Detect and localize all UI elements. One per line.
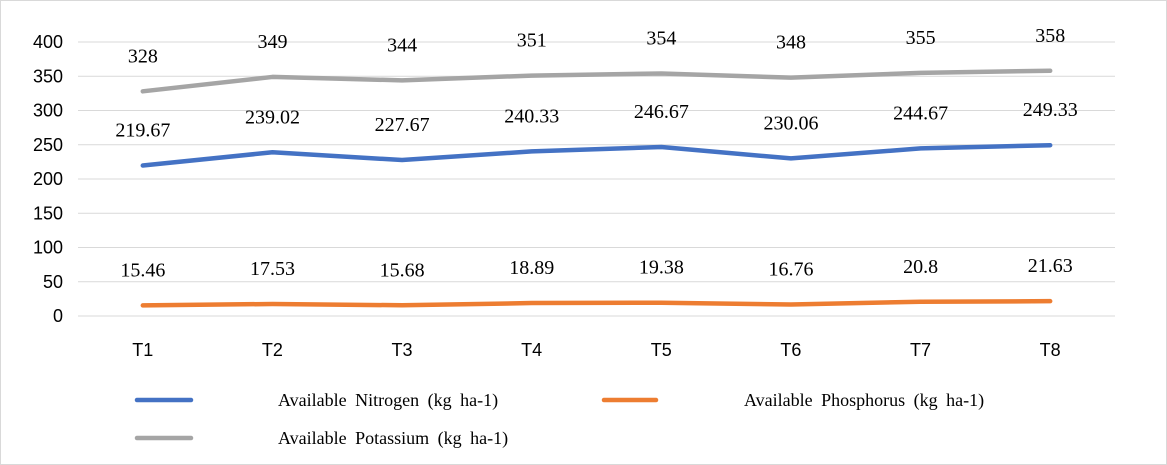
data-label: 328: [128, 45, 158, 67]
data-label: 21.63: [1028, 255, 1073, 277]
y-tick-label: 150: [33, 203, 63, 223]
data-label: 17.53: [250, 258, 295, 280]
legend: Available Nitrogen (kg ha-1) Available Ph…: [134, 390, 984, 449]
y-tick-label: 200: [33, 169, 63, 189]
x-tick-label: T2: [262, 340, 283, 360]
data-label: 351: [517, 30, 547, 52]
data-label: 18.89: [509, 257, 554, 279]
y-tick-label: 350: [33, 66, 63, 86]
data-label: 244.67: [893, 102, 948, 124]
data-label: 358: [1035, 25, 1065, 47]
y-tick-label: 400: [33, 32, 63, 52]
y-tick-label: 50: [43, 272, 63, 292]
data-label: 239.02: [245, 106, 300, 128]
data-label: 227.67: [375, 114, 430, 136]
x-tick-label: T3: [392, 340, 413, 360]
x-tick-label: T8: [1040, 340, 1061, 360]
data-label: 15.46: [120, 259, 165, 281]
data-label: 19.38: [639, 257, 684, 279]
x-tick-label: T4: [521, 340, 542, 360]
y-tick-label: 300: [33, 101, 63, 121]
data-label: 246.67: [634, 101, 689, 123]
series-lines: [140, 68, 1053, 308]
x-axis-ticks: T1 T2 T3 T4 T5 T6 T7 T8: [132, 340, 1060, 360]
y-tick-label: 0: [53, 306, 63, 326]
data-label: 354: [646, 28, 676, 50]
y-tick-label: 250: [33, 135, 63, 155]
data-label: 219.67: [115, 120, 170, 142]
data-labels: 328 349 344 351 354 348 355 358 219.67 239.02 227.…: [115, 25, 1077, 282]
gridlines: [78, 41, 1115, 317]
data-label: 15.68: [380, 259, 425, 281]
series-line: [140, 142, 1053, 168]
data-label: 20.8: [903, 256, 938, 278]
data-label: 355: [906, 27, 936, 49]
x-tick-label: T5: [651, 340, 672, 360]
x-tick-label: T1: [132, 340, 153, 360]
legend-label: Available Nitrogen (kg ha-1): [278, 390, 498, 411]
data-label: 230.06: [763, 112, 818, 134]
data-label: 348: [776, 32, 806, 54]
series-line: [140, 298, 1053, 308]
data-label: 349: [257, 31, 287, 53]
x-tick-label: T7: [910, 340, 931, 360]
legend-label: Available Potassium (kg ha-1): [278, 428, 508, 449]
data-label: 16.76: [768, 259, 813, 281]
legend-label: Available Phosphorus (kg ha-1): [744, 390, 984, 411]
x-tick-label: T6: [780, 340, 801, 360]
y-tick-label: 100: [33, 238, 63, 258]
y-axis-ticks: 0 50 100 150 200 250 300 350 400: [33, 32, 63, 326]
data-label: 240.33: [504, 105, 559, 127]
series-line: [140, 68, 1053, 94]
data-label: 344: [387, 34, 417, 56]
data-label: 249.33: [1023, 99, 1078, 121]
